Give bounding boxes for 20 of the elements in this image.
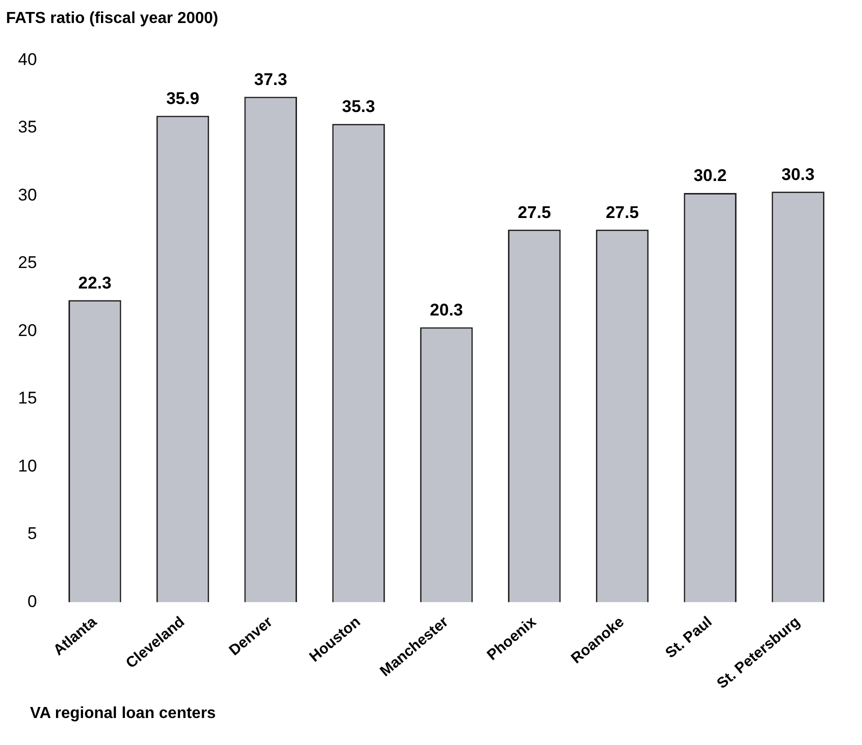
data-label: 30.3 (782, 164, 815, 184)
y-tick-label: 30 (18, 185, 37, 204)
data-label: 20.3 (430, 300, 463, 320)
y-tick-label: 40 (18, 50, 37, 69)
data-label: 22.3 (78, 273, 112, 292)
y-tick-label: 10 (18, 456, 37, 476)
y-tick-label: 25 (18, 253, 37, 272)
y-tick-label: 15 (18, 388, 37, 408)
data-label: 35.9 (166, 88, 200, 108)
data-label: 37.3 (254, 70, 288, 89)
y-tick-label: 5 (27, 524, 37, 544)
x-axis-title: VA regional loan centers (30, 705, 216, 723)
y-tick-label: 0 (27, 592, 37, 611)
y-axis-title: FATS ratio (fiscal year 2000) (6, 10, 218, 28)
y-tick-label: 20 (18, 320, 37, 340)
y-tick-label: 35 (18, 118, 37, 137)
data-label: 30.2 (694, 166, 727, 186)
data-label: 35.3 (342, 97, 376, 116)
data-label: 27.5 (606, 202, 639, 222)
data-label: 27.5 (518, 202, 551, 222)
